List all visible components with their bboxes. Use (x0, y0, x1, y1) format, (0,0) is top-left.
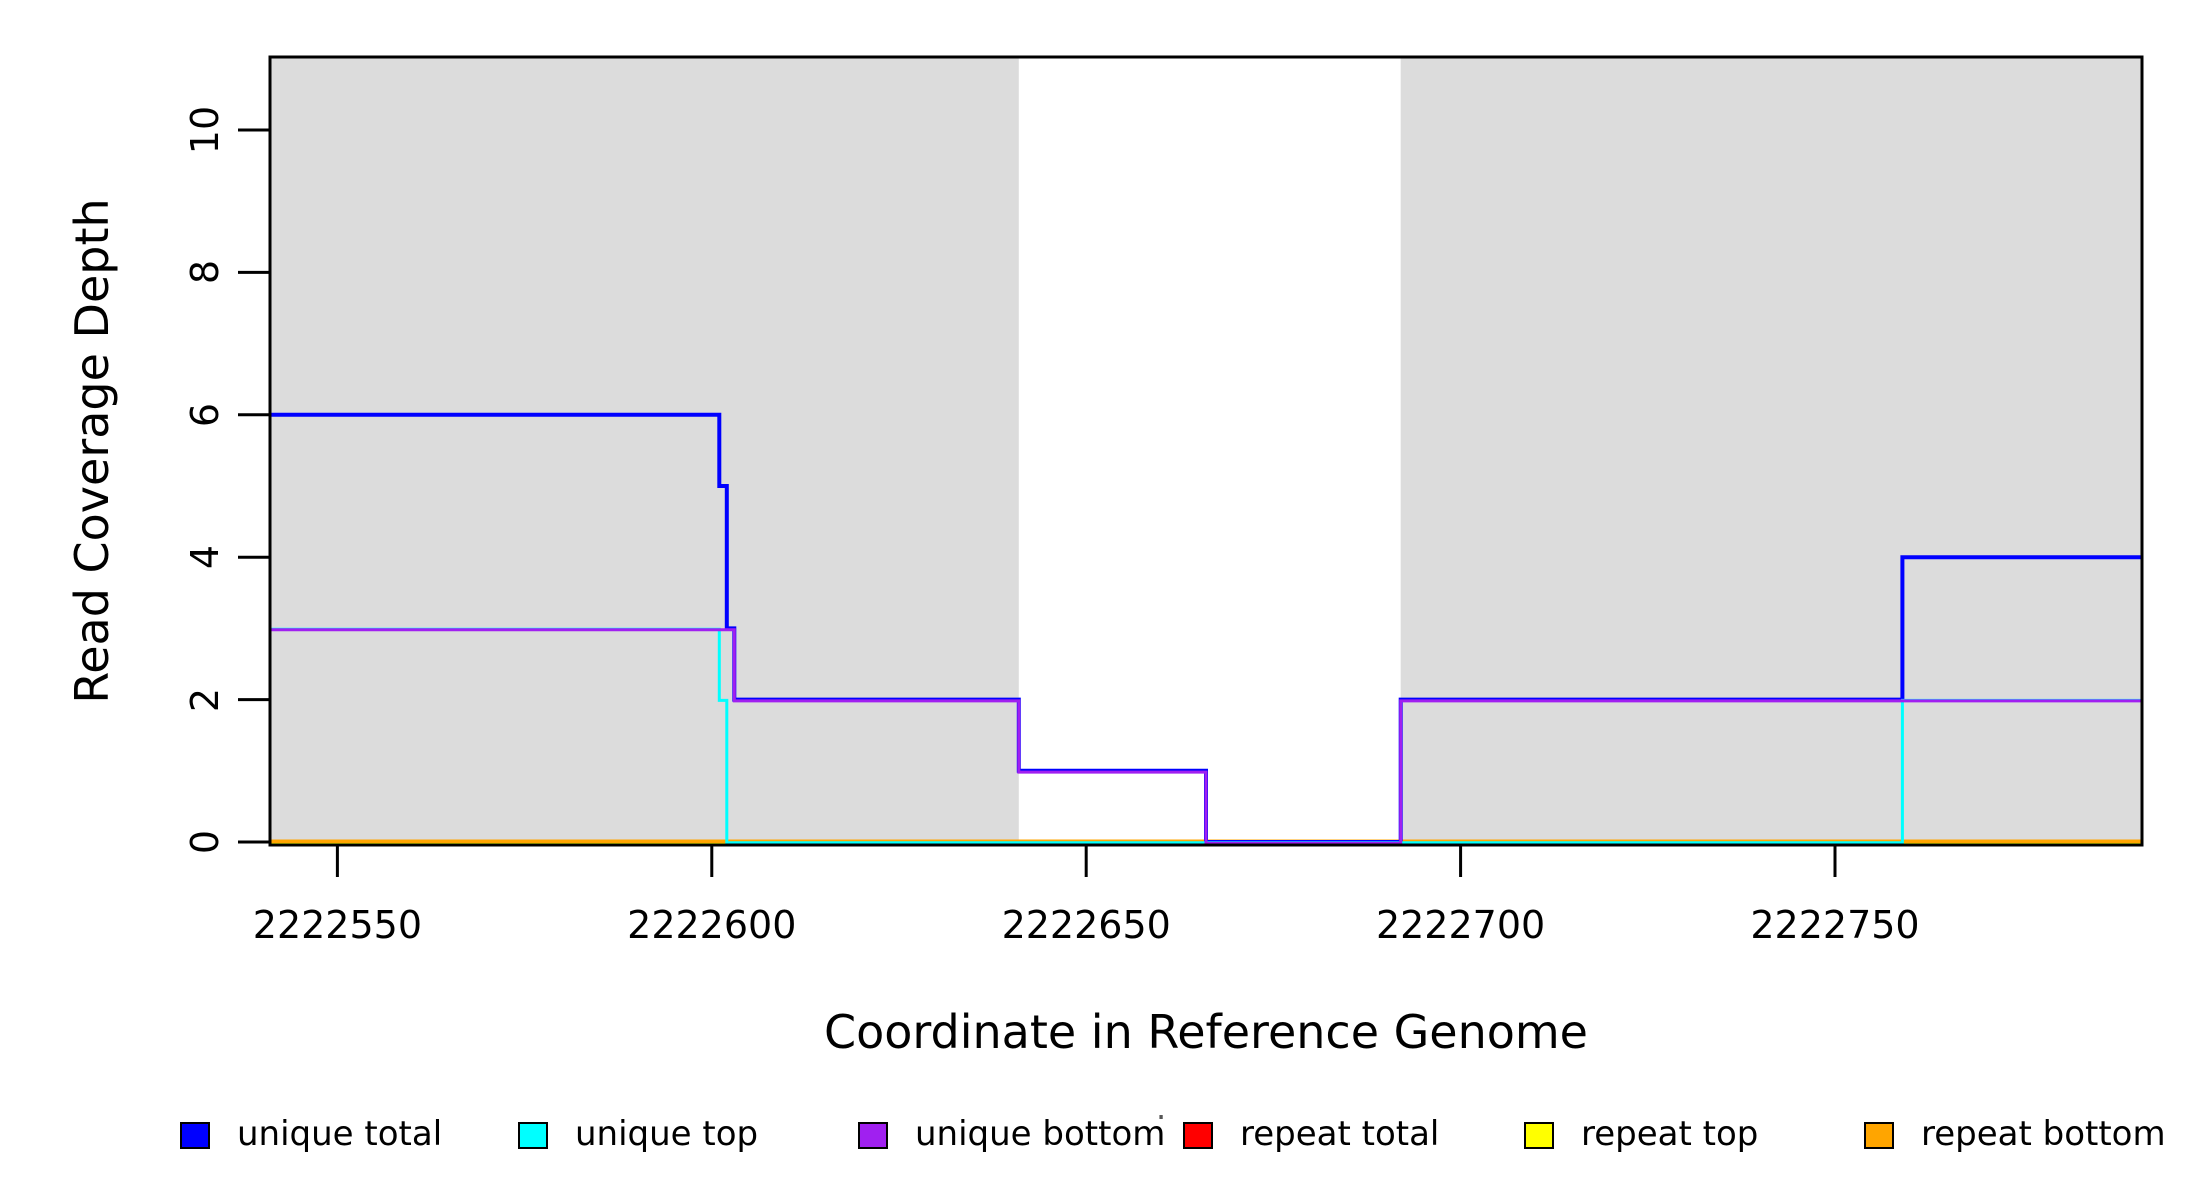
legend-swatch-repeat-total (1183, 1122, 1213, 1149)
y-axis-title: Read Coverage Depth (65, 198, 119, 704)
legend-label-repeat-bottom: repeat bottom (1921, 1114, 2166, 1154)
y-tick-label: 4 (183, 545, 227, 570)
y-tick-label: 10 (183, 105, 227, 155)
y-tick-label: 2 (183, 687, 227, 712)
legend-label-unique-bottom: unique bottom (915, 1114, 1166, 1154)
repeat-region-shading (270, 58, 1019, 844)
legend-label-repeat-top: repeat top (1581, 1114, 1759, 1154)
legend-label-unique-total: unique total (237, 1114, 443, 1154)
stray-mark: · (1156, 1098, 1167, 1136)
legend-swatch-unique-bottom (858, 1122, 888, 1149)
legend-label-unique-top: unique top (575, 1114, 759, 1154)
plot-border (268, 55, 2144, 847)
legend-swatch-unique-top (518, 1122, 548, 1149)
x-axis-title: Coordinate in Reference Genome (824, 1005, 1588, 1059)
x-tick-label: 2222700 (1375, 903, 1546, 947)
legend-swatch-repeat-bottom (1864, 1122, 1894, 1149)
x-tick-label: 2222650 (1001, 903, 1171, 947)
y-tick-label: 0 (183, 829, 227, 855)
legend-swatch-repeat-top (1524, 1122, 1554, 1149)
y-tick-label: 6 (183, 402, 227, 427)
series-unique-top (270, 627, 2142, 845)
y-tick-label: 8 (183, 260, 227, 285)
legend-swatch-unique-total (180, 1122, 210, 1149)
legend-label-repeat-total: repeat total (1240, 1114, 1440, 1154)
series-unique-bottom (270, 628, 2142, 845)
x-tick-label: 2222750 (1750, 903, 1920, 947)
x-tick-label: 2222550 (252, 903, 423, 947)
x-tick-label: 2222600 (627, 903, 797, 947)
repeat-region-shading (1400, 58, 2142, 844)
